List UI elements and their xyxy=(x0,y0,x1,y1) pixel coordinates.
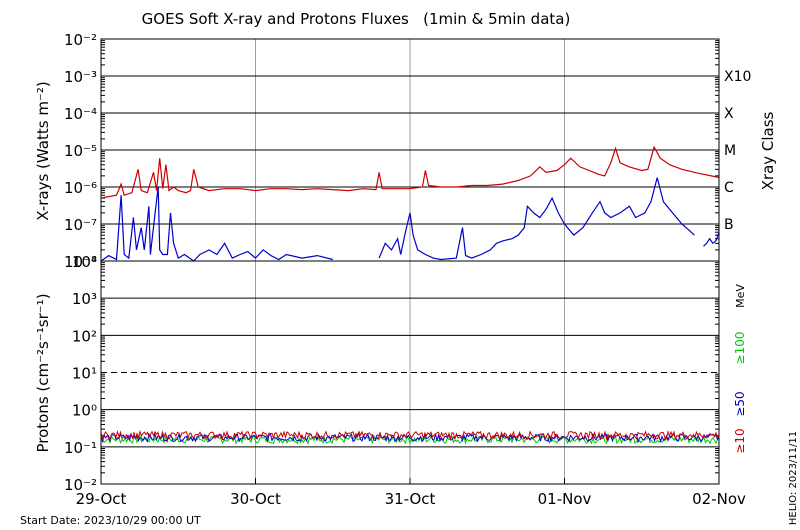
y-tick-label: 10⁰ xyxy=(72,402,97,420)
xray-panel: 10⁻⁸ 10⁻⁷ 10⁻⁶ 10⁻⁵ 10⁻⁴ 10⁻³ 10⁻² B C M X X10 X-r… xyxy=(34,31,777,271)
proton-legend: ≥10 ≥50 ≥100 xyxy=(733,332,747,454)
energy-unit-label: MeV xyxy=(734,284,747,308)
proton-line xyxy=(100,434,720,445)
proton-line xyxy=(100,429,720,441)
y-tick-label: 10⁻¹ xyxy=(64,439,97,457)
x-tick-labels: 29-Oct 30-Oct 31-Oct 01-Nov 02-Nov xyxy=(76,478,746,508)
y-tick-label: 10⁻² xyxy=(64,31,97,49)
x-tick-label: 31-Oct xyxy=(385,490,436,508)
xray-class-axis-label: Xray Class xyxy=(759,111,777,190)
xray-short-line xyxy=(703,231,720,247)
xray-y-axis-label: X-rays (Watts m⁻²) xyxy=(34,81,52,220)
y-tick-label: 10⁻³ xyxy=(64,68,97,86)
y-tick-label: 10³ xyxy=(72,290,97,308)
helio-date-label: HELIO: 2023/11/11 xyxy=(788,431,799,525)
proton-line xyxy=(100,432,720,444)
y-tick-label: 10⁻⁸ xyxy=(64,253,97,271)
proton-panel: 10⁻² 10⁻¹ 10⁰ 10¹ 10² 10³ 10⁴ Protons (cm⁻²s⁻¹… xyxy=(34,253,747,494)
xray-class-label: X xyxy=(724,106,734,122)
y-tick-label: 10⁻⁶ xyxy=(64,179,97,197)
y-tick-label: 10¹ xyxy=(72,365,97,383)
x-tick-label: 30-Oct xyxy=(230,490,281,508)
xray-class-labels: B C M X X10 xyxy=(724,69,751,233)
legend-entry: ≥100 xyxy=(733,332,747,365)
x-tick-label: 01-Nov xyxy=(538,490,592,508)
xray-series xyxy=(100,145,720,262)
x-tick-label: 02-Nov xyxy=(692,490,746,508)
proton-grid xyxy=(100,260,720,485)
xray-class-label: B xyxy=(724,217,734,233)
xray-long-line xyxy=(100,145,720,199)
y-tick-label: 10⁻⁵ xyxy=(64,142,97,160)
x-tick-label: 29-Oct xyxy=(76,490,127,508)
start-date-label: Start Date: 2023/10/29 00:00 UT xyxy=(20,514,201,527)
proton-y-axis-label: Protons (cm⁻²s⁻¹sr⁻¹) xyxy=(34,293,52,452)
y-tick-label: 10⁻⁷ xyxy=(64,216,97,234)
legend-entry: ≥50 xyxy=(733,391,747,416)
xray-class-label: M xyxy=(724,143,736,159)
proton-series xyxy=(100,429,720,445)
y-tick-label: 10⁴ xyxy=(72,253,97,271)
chart-title: GOES Soft X-ray and Protons Fluxes (1min… xyxy=(142,10,571,28)
xray-short-line xyxy=(378,177,695,261)
xray-y-tick-labels: 10⁻⁸ 10⁻⁷ 10⁻⁶ 10⁻⁵ 10⁻⁴ 10⁻³ 10⁻² xyxy=(64,31,97,271)
xray-grid xyxy=(100,38,720,262)
y-tick-label: 10⁻² xyxy=(64,476,97,494)
xray-class-label: X10 xyxy=(724,69,751,85)
legend-entry: ≥10 xyxy=(733,428,747,453)
xray-short-line xyxy=(100,186,333,262)
xray-class-label: C xyxy=(724,180,734,196)
y-tick-label: 10⁻⁴ xyxy=(64,105,97,123)
proton-y-tick-labels: 10⁻² 10⁻¹ 10⁰ 10¹ 10² 10³ 10⁴ xyxy=(64,253,97,494)
y-tick-label: 10² xyxy=(72,327,97,345)
